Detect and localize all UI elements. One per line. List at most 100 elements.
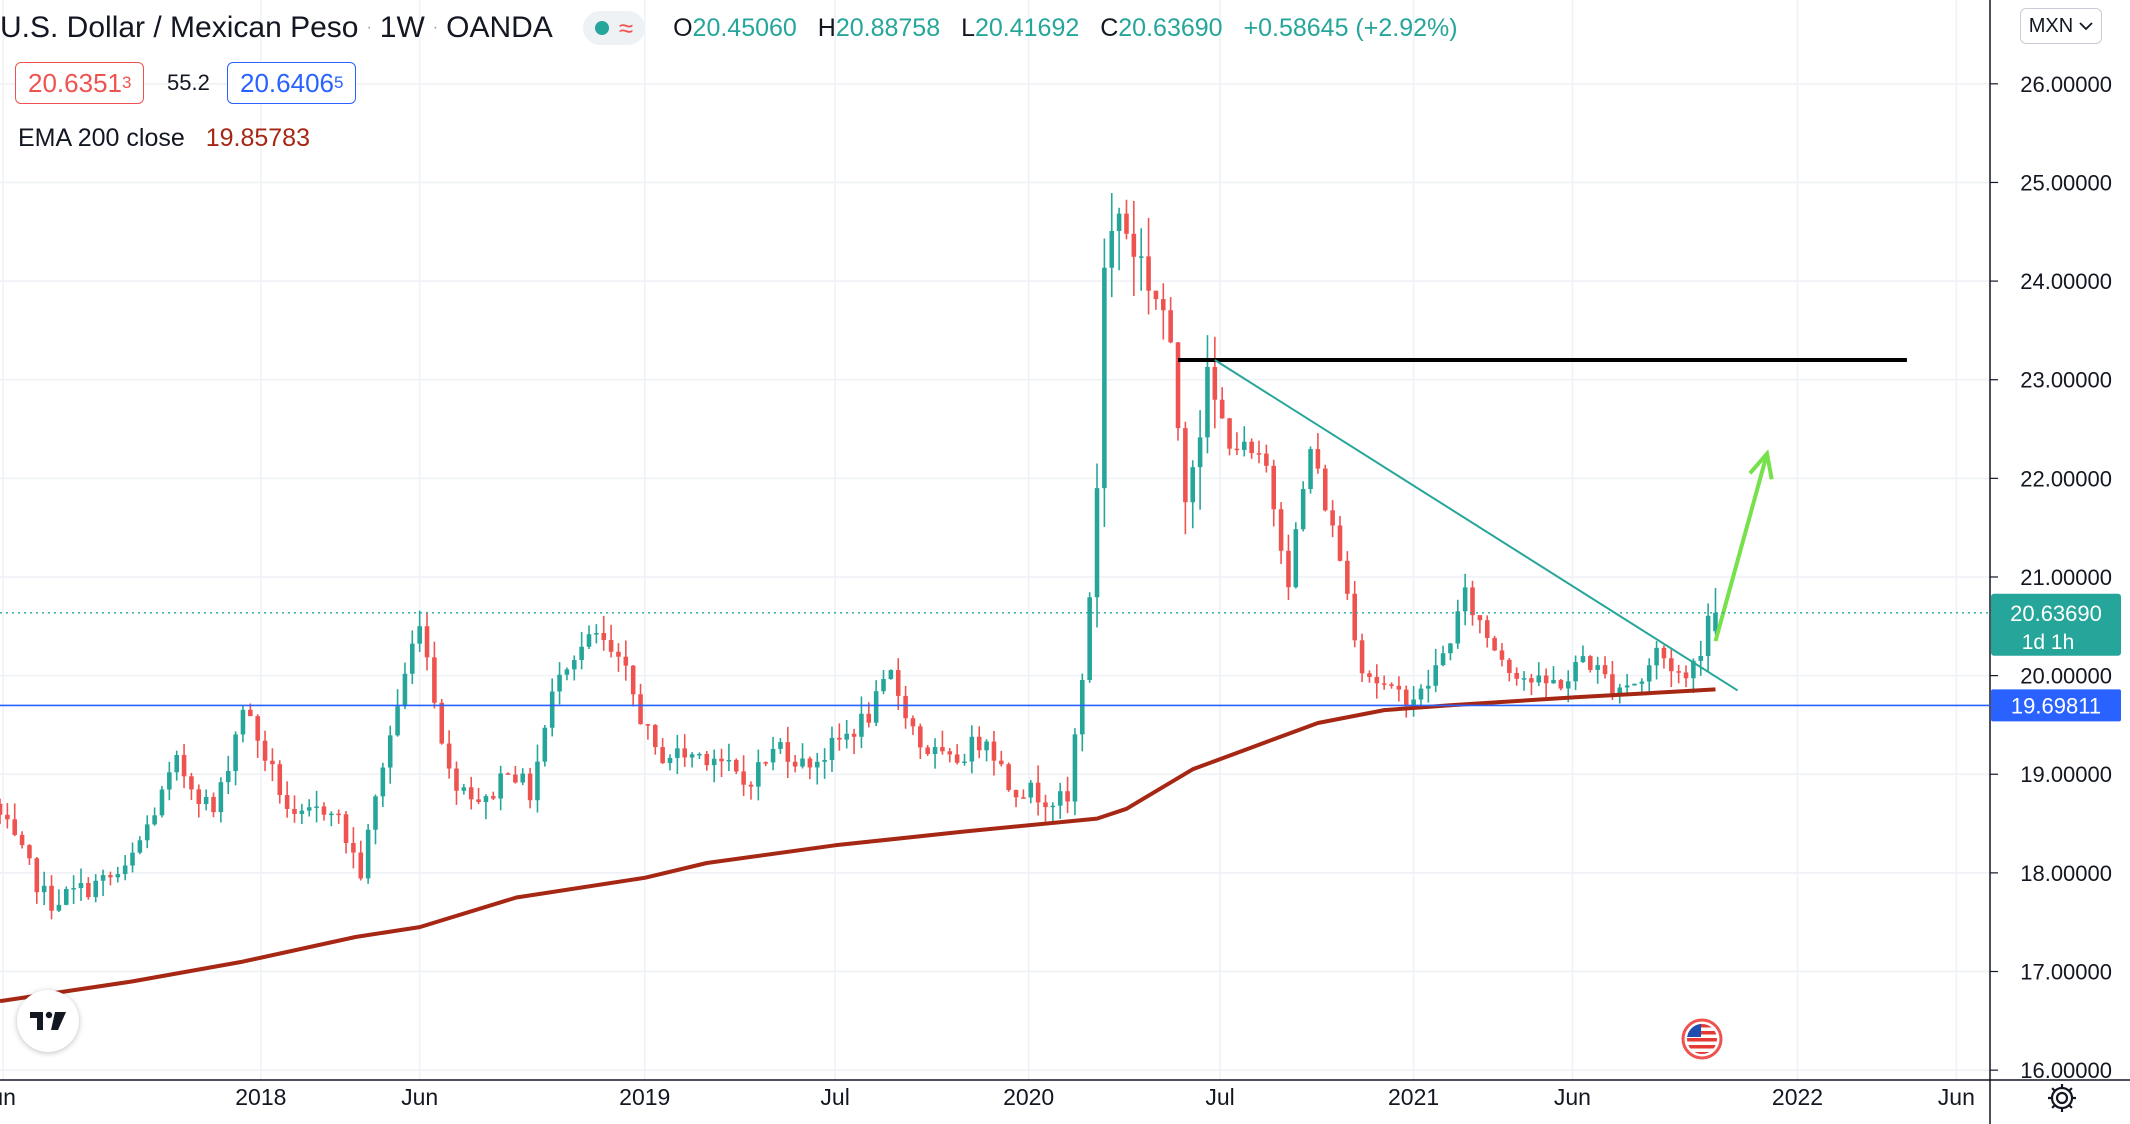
candle-body (1669, 658, 1674, 672)
candle-body (984, 741, 989, 751)
candle-body (1529, 678, 1534, 683)
change-value: +0.58645 (+2.92%) (1243, 13, 1458, 42)
candle-body (454, 768, 459, 791)
candle-body (1558, 680, 1564, 689)
candle-body (446, 743, 452, 769)
candle-body (115, 874, 121, 878)
candle-body (1610, 674, 1615, 696)
gear-icon[interactable] (2044, 1080, 2080, 1116)
candle-body (976, 736, 982, 751)
candle-body (1433, 665, 1438, 686)
candle-body (527, 773, 533, 801)
candle-body (1632, 683, 1637, 686)
candle-body (660, 747, 665, 764)
candle-body (498, 773, 503, 799)
candle-body (704, 753, 710, 766)
candle-body (248, 709, 253, 717)
last-price-label-bg (1991, 593, 2121, 656)
candle-body (601, 633, 607, 641)
candle-body (1411, 699, 1416, 707)
tradingview-logo-icon[interactable] (17, 990, 79, 1052)
candle-body (1492, 637, 1497, 651)
low-value: 20.41692 (974, 13, 1080, 42)
candle-body (277, 764, 283, 796)
time-tick-label: Jul (1205, 1084, 1234, 1110)
ema-name: EMA 200 close (18, 124, 185, 152)
candle-body (417, 626, 422, 644)
candle-body (1551, 680, 1556, 684)
candle-countdown-label: 1d 1h (2022, 631, 2075, 654)
candle-body (991, 741, 997, 761)
candle-body (432, 657, 437, 703)
candle-body (999, 760, 1004, 765)
candle-body (733, 759, 739, 772)
chevron-down-icon (2079, 22, 2093, 31)
us-flag-icon[interactable] (1676, 1018, 1728, 1060)
candle-body (1514, 672, 1519, 679)
candle-body (233, 734, 238, 772)
candle-body (682, 748, 688, 758)
candle-body (1028, 782, 1034, 798)
candle-body (1418, 688, 1424, 700)
candle-body (1683, 672, 1689, 679)
candle-body (240, 709, 246, 735)
time-tick-label: Jun (1554, 1084, 1591, 1110)
candle-body (814, 761, 820, 768)
candle-body (358, 852, 364, 879)
candle-body (321, 806, 327, 815)
candle-body (71, 888, 76, 890)
candle-body (645, 724, 651, 726)
candle-body (225, 771, 231, 783)
candle-body (491, 796, 496, 799)
interval-label[interactable]: 1W (379, 11, 425, 44)
market-status-pill[interactable]: ≈ (582, 11, 646, 45)
candle-body (969, 736, 975, 762)
candle-body (918, 726, 923, 748)
symbol-title[interactable]: U.S. Dollar / Mexican Peso (0, 11, 359, 44)
candle-body (1521, 678, 1527, 680)
price-tick-label: 20.00000 (2020, 664, 2112, 689)
candle-body (1035, 782, 1041, 803)
candle-body (93, 880, 98, 898)
candle-body (152, 815, 157, 825)
candle-body (630, 665, 636, 695)
candle-body (711, 758, 717, 766)
candle-body (726, 759, 732, 762)
candle-body (255, 716, 260, 741)
candle-body (270, 760, 275, 765)
open-value: 20.45060 (692, 13, 797, 42)
candle-body (594, 633, 599, 635)
candle-body (638, 694, 643, 725)
currency-button[interactable]: MXN (2020, 8, 2102, 44)
price-tick-label: 26.00000 (2020, 72, 2112, 97)
candle-body (675, 748, 680, 758)
price-tick-label: 16.00000 (2020, 1058, 2112, 1083)
candle-body (1448, 643, 1453, 654)
candle-body (49, 885, 54, 911)
candle-body (299, 810, 305, 814)
candle-body (888, 670, 894, 680)
candle-body (402, 673, 408, 707)
candle-body (410, 643, 415, 674)
candle-body (1698, 655, 1704, 661)
candle-body (763, 762, 768, 764)
candle-body (1227, 418, 1232, 449)
high-value: 20.88758 (835, 13, 941, 42)
ema-legend[interactable]: EMA 200 close 19.85783 (18, 124, 310, 153)
time-tick-label: Jun (1938, 1084, 1975, 1110)
buy-quote-button[interactable]: 20.6406 5 (227, 62, 357, 104)
candle-body (513, 774, 518, 783)
candle-body (86, 883, 91, 898)
candle-body (1543, 675, 1549, 684)
candle-body (1161, 299, 1166, 311)
candle-body (314, 806, 319, 808)
price-tick-label: 18.00000 (2020, 861, 2112, 886)
ema-200-line (0, 687, 1716, 1004)
candle-body (623, 656, 629, 666)
sell-quote-button[interactable]: 20.6351 3 (15, 62, 145, 104)
candle-body (1043, 802, 1048, 808)
candle-body (387, 735, 393, 768)
candle-body (1197, 437, 1203, 468)
candle-body (306, 807, 312, 811)
